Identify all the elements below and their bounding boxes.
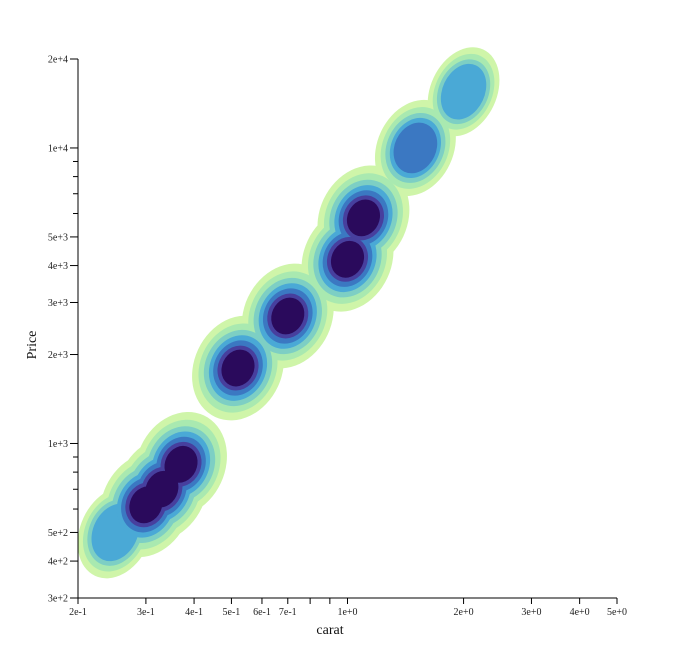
- x-tick-label: 5e+0: [607, 607, 627, 618]
- x-ticks: 2e-1 3e-1 4e-1 5e-1 6e-1 7e-1 1e+0 2e+0 3e+0 4e+0…: [69, 598, 627, 618]
- x-tick-label: 6e-1: [253, 607, 271, 618]
- x-tick-label: 4e+0: [570, 607, 590, 618]
- x-tick-label: 2e-1: [69, 607, 87, 618]
- y-tick-label: 5e+2: [48, 528, 68, 539]
- density-band-level-6: [346, 199, 381, 237]
- y-tick-label: 1e+3: [48, 439, 68, 450]
- y-tick-label: 2e+4: [48, 55, 68, 66]
- y-tick-label: 5e+3: [48, 232, 68, 243]
- density-contours: [77, 47, 500, 579]
- density-band-level-6: [221, 349, 255, 387]
- density-band-level-6: [145, 470, 179, 508]
- y-tick-label: 3e+2: [48, 594, 68, 605]
- density-band-level-6: [271, 297, 305, 335]
- x-tick-label: 3e+0: [521, 607, 541, 618]
- x-tick-label: 1e+0: [337, 607, 357, 618]
- y-tick-label: 3e+3: [48, 298, 68, 309]
- density-band-level-4: [393, 122, 438, 174]
- x-tick-label: 7e-1: [279, 607, 297, 618]
- density-band-level-6: [330, 240, 365, 278]
- y-tick-label: 4e+3: [48, 261, 68, 272]
- x-tick-label: 5e-1: [223, 607, 241, 618]
- y-axis-label: Price: [25, 331, 40, 360]
- y-tick-label: 2e+3: [48, 350, 68, 361]
- y-ticks: 3e+2 4e+2 5e+2 1e+3 2e+3 3e+3 4e+3 5e+3 1e+4 2e+4: [48, 55, 78, 605]
- x-axis-label: carat: [316, 623, 343, 638]
- density-band-level-6: [164, 445, 198, 483]
- x-tick-label: 2e+0: [454, 607, 474, 618]
- y-tick-label: 1e+4: [48, 143, 68, 154]
- x-tick-label: 3e-1: [137, 607, 155, 618]
- density-band-level-3: [440, 63, 487, 120]
- y-tick-label: 4e+2: [48, 557, 68, 568]
- x-tick-label: 4e-1: [185, 607, 203, 618]
